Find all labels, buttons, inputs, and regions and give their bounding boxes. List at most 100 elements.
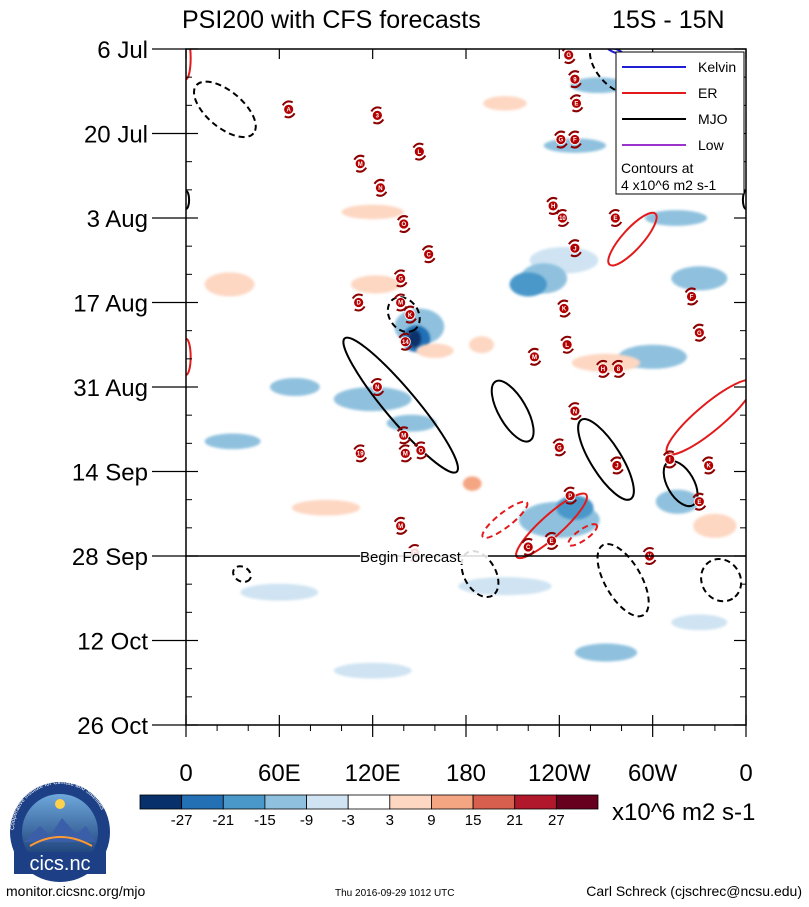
chart-region: 15S - 15N: [612, 6, 725, 34]
mjo-contour-18: [700, 558, 743, 603]
field-anomaly-5: [408, 330, 421, 348]
storm-marker-23: 14: [398, 332, 413, 351]
storm-marker-9: N: [373, 178, 388, 197]
colorbar-swatch-7: [431, 794, 474, 810]
storm-marker-24: L: [560, 335, 574, 354]
y-tick-label-4: 31 Aug: [73, 375, 148, 402]
colorbar-swatch-8: [472, 794, 516, 810]
storm-icon-27: [613, 363, 624, 375]
storm-icon-6: [569, 134, 581, 145]
storm-icon-37: [703, 460, 715, 471]
storm-marker-14: J: [568, 239, 582, 258]
x-tick-label-3: 180: [446, 760, 486, 787]
legend-label-kelvin: Kelvin: [698, 59, 736, 75]
colorbar-tick-9: 27: [548, 812, 565, 829]
storm-icon-17: [353, 297, 365, 308]
storm-marker-0: A: [281, 100, 296, 119]
x-tick-label-4: 120W: [528, 760, 591, 787]
storm-marker-26: H: [596, 359, 610, 378]
storm-label-32: M: [403, 452, 408, 458]
y-tick-label-6: 28 Sep: [72, 544, 148, 571]
storm-label-0: A: [286, 108, 291, 114]
storm-label-44: V: [648, 554, 652, 560]
storm-label-19: K: [408, 313, 413, 319]
colorbar: -27 -21 -15 -9 -3 3 9 15 21 27: [139, 794, 599, 829]
legend-note-line2: 4 x10^6 m2 s-1: [621, 177, 716, 193]
storm-marker-11: 10: [555, 209, 570, 227]
storm-arms-38: [563, 486, 578, 505]
field-anomaly-32: [671, 614, 728, 631]
storm-arms-11: [555, 209, 570, 227]
field-anomaly-24: [644, 210, 708, 226]
storm-marker-27: 8: [611, 359, 626, 378]
storm-arms-7: [412, 142, 427, 161]
field-anomaly-29: [458, 577, 552, 596]
storm-marker-32: M: [398, 444, 413, 463]
storm-label-5: G: [559, 138, 564, 144]
storm-icon-9: [375, 182, 386, 194]
storm-label-27: 8: [617, 367, 621, 373]
colorbar-tick-5: 3: [386, 812, 394, 829]
storm-arms-28: [370, 378, 385, 396]
chart-title: PSI200 with CFS forecasts: [182, 6, 481, 34]
storm-arms-29: [568, 402, 582, 421]
storm-icon-36: [664, 454, 676, 465]
storm-arms-33: [414, 441, 428, 460]
field-anomaly-11: [270, 377, 320, 397]
storm-arms-0: [281, 100, 296, 119]
storm-icon-42: [546, 535, 557, 547]
storm-label-4: E: [574, 102, 578, 108]
storm-icon-20: [558, 303, 570, 314]
storm-icon-21: [686, 291, 697, 302]
legend-note-line1: Contours at: [621, 160, 693, 176]
storm-marker-34: G: [552, 438, 567, 457]
storm-arms-31: [353, 444, 368, 463]
storm-icon-33: [415, 444, 427, 456]
field-anomaly-7: [416, 343, 454, 359]
storm-label-7: L: [417, 150, 421, 156]
logo-text: cics.nc: [29, 853, 90, 875]
legend-label-er: ER: [698, 85, 717, 101]
storm-icon-25: [529, 351, 540, 363]
storm-icon-15: [423, 248, 435, 260]
storm-arms-19: [403, 305, 417, 324]
colorbar-tick-7: 15: [465, 812, 482, 829]
storm-marker-3: 9: [568, 70, 582, 89]
colorbar-tick-8: 21: [506, 812, 523, 829]
storm-icon-2: [563, 49, 575, 61]
colorbar-swatch-1: [181, 794, 224, 810]
colorbar-swatch-0: [139, 794, 183, 810]
storm-arms-26: [596, 359, 610, 378]
mjo-contour-17: [596, 542, 650, 618]
colorbar-tick-3: -9: [300, 812, 313, 829]
storm-icon-34: [553, 441, 565, 453]
er-contour-6: [567, 523, 599, 547]
logo-mountains: [24, 818, 96, 842]
storm-marker-19: K: [403, 305, 417, 324]
y-tick-label-8: 26 Oct: [77, 713, 148, 740]
mjo-contour-12: [741, 189, 746, 210]
y-tick-label-7: 12 Oct: [77, 629, 148, 656]
storm-marker-17: D: [351, 293, 366, 312]
storm-marker-2: G: [561, 49, 576, 65]
storm-label-18: M: [398, 301, 403, 307]
storm-label-20: K: [562, 307, 567, 313]
storm-arms-24: [560, 335, 574, 354]
storm-icon-14: [569, 242, 581, 254]
storm-marker-41: C: [521, 537, 536, 556]
storm-icon-30: [398, 429, 410, 441]
storm-label-9: N: [378, 186, 382, 192]
storm-marker-25: M: [527, 347, 542, 366]
storm-arms-14: [568, 239, 582, 258]
storm-arms-4: [569, 94, 584, 113]
field-anomaly-14: [204, 272, 255, 297]
storm-arms-9: [373, 178, 388, 197]
storm-label-21: F: [690, 295, 694, 301]
storm-marker-12: E: [608, 209, 623, 227]
colorbar-tick-4: -3: [342, 812, 355, 829]
storm-label-31: 19: [357, 452, 364, 458]
storm-icon-41: [522, 541, 534, 553]
field-anomaly-33: [333, 662, 412, 679]
colorbar-swatch-10: [555, 794, 599, 810]
